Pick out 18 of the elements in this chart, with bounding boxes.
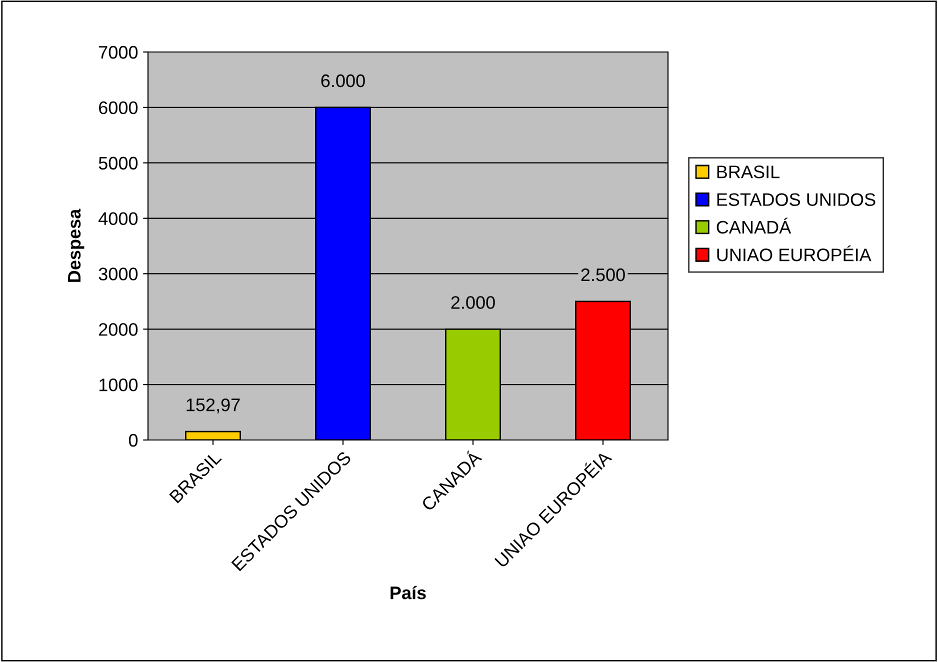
y-tick-label: 6000 [99,101,138,114]
data-label: 152,97 [186,398,240,414]
y-tick-label: 3000 [98,268,138,280]
y-tick-label: 5000 [98,156,138,170]
legend-label: ESTADOS UNIDOS [717,193,876,206]
y-tick-label: 7000 [99,46,138,59]
data-label: 6.000 [321,74,365,88]
legend-label: BRASIL [717,166,780,178]
legend-label: UNIAO EUROPÉIA [717,245,872,262]
y-tick-label: 1000 [99,378,138,392]
y-tick-label: 0 [128,434,138,447]
data-label: 2.500 [581,268,625,282]
y-axis-title: Despesa [68,208,84,282]
data-label: 2.000 [451,296,495,309]
x-axis-title: País [390,586,426,600]
y-tick-label: 2000 [99,323,138,336]
legend-label: CANADÁ [716,218,792,234]
y-tick-label: 4000 [98,212,138,226]
